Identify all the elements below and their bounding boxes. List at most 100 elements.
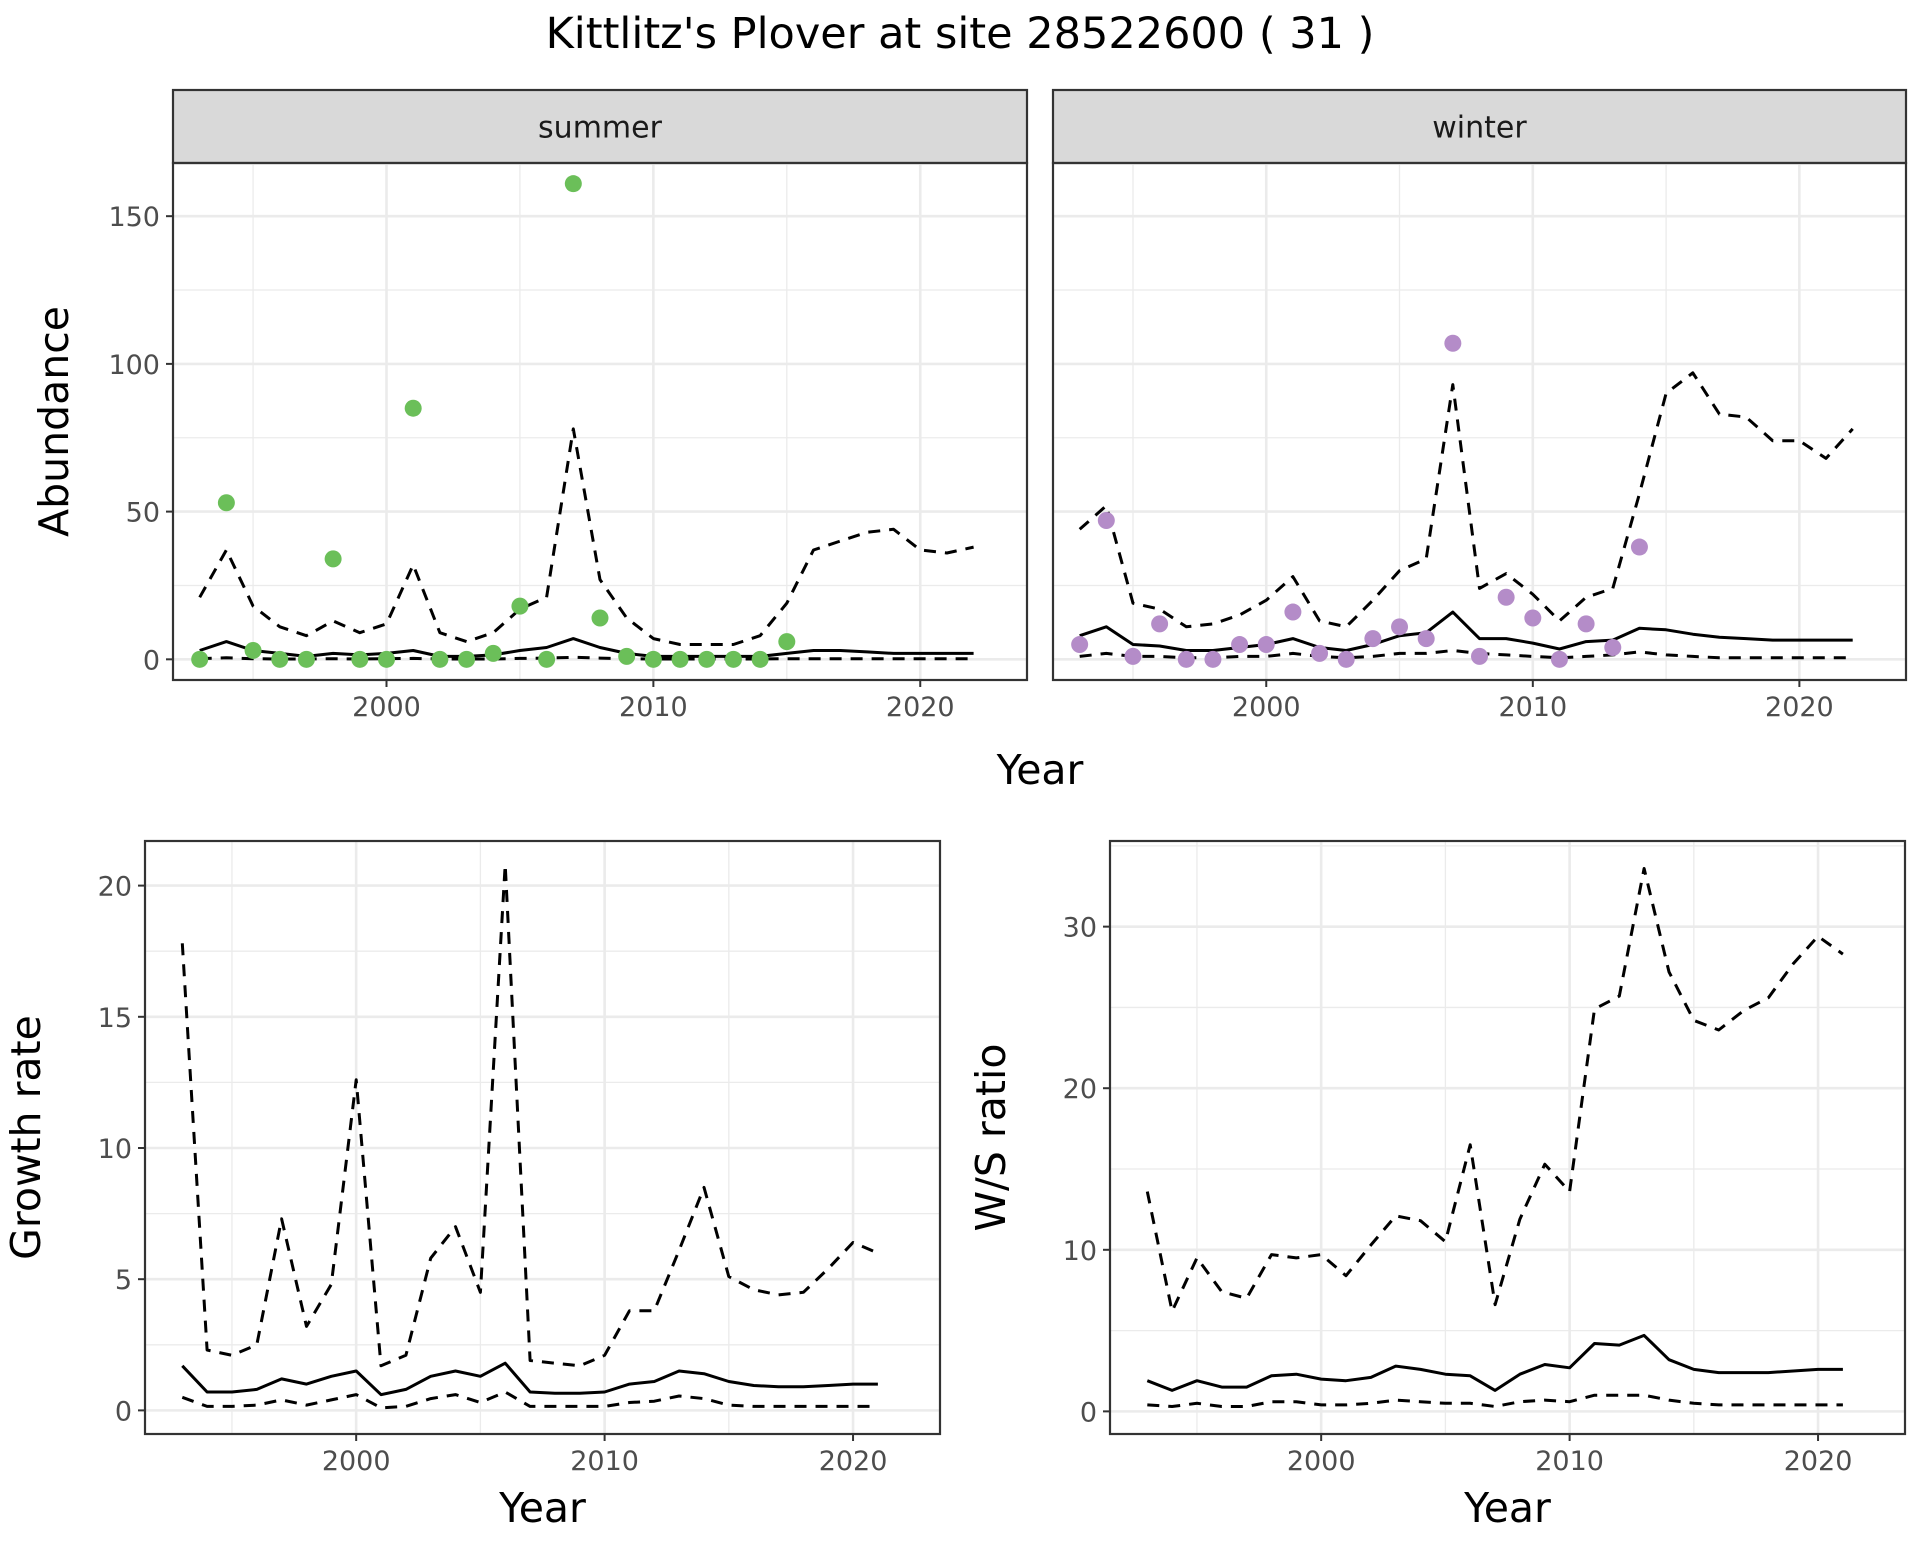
top-x-axis-title: Year — [996, 746, 1084, 794]
x-tick-label: 2010 — [570, 1446, 639, 1477]
y-tick-label: 100 — [108, 350, 160, 381]
solid-series-line — [181, 1361, 878, 1397]
data-point — [564, 175, 582, 193]
y-tick-label: 50 — [126, 498, 160, 529]
y-axis-title: Growth rate — [2, 1015, 50, 1260]
data-point — [378, 650, 395, 668]
y-tick-label: 0 — [143, 645, 160, 676]
facet-strip — [1051, 88, 1908, 165]
x-tick-label: 2020 — [1784, 1446, 1853, 1477]
data-point — [511, 597, 529, 615]
data-point — [404, 399, 422, 417]
data-point — [1311, 644, 1329, 662]
y-tick-label: 10 — [1063, 1236, 1097, 1267]
y-tick-label: 15 — [98, 1003, 132, 1034]
y-tick-label: 0 — [1080, 1397, 1097, 1428]
y-tick-label: 30 — [1063, 913, 1097, 944]
data-point — [1071, 636, 1089, 654]
dashed-series-line — [1147, 1393, 1843, 1408]
x-tick-label: 2020 — [1765, 692, 1834, 723]
facet-strip-label: summer — [538, 111, 663, 146]
data-point — [698, 650, 716, 668]
data-point — [1417, 630, 1435, 648]
data-point — [1257, 636, 1275, 654]
data-point — [1204, 650, 1222, 668]
data-point — [1444, 334, 1462, 352]
x-tick-label: 2010 — [1535, 1446, 1604, 1477]
dashed-series-line — [1145, 867, 1844, 1313]
data-point — [431, 650, 449, 668]
y-tick-label: 10 — [98, 1134, 132, 1165]
y-axis-title: Abundance — [30, 306, 78, 537]
data-point — [671, 650, 689, 668]
data-point — [1364, 630, 1382, 648]
x-tick-label: 2020 — [819, 1446, 888, 1477]
data-point — [1124, 647, 1142, 665]
x-tick-label: 2020 — [886, 692, 955, 723]
panel-border — [143, 839, 942, 1436]
data-point — [1550, 650, 1568, 668]
data-point — [538, 650, 556, 668]
x-tick-label: 2000 — [1287, 1446, 1356, 1477]
y-tick-label: 0 — [115, 1396, 132, 1427]
data-point — [1177, 650, 1195, 668]
facet-strip-label: winter — [1432, 111, 1527, 146]
data-point — [458, 650, 476, 668]
facet-strip — [171, 88, 1029, 165]
data-point — [191, 650, 209, 668]
data-point — [351, 650, 369, 668]
data-point — [1524, 609, 1542, 627]
data-point — [1630, 538, 1648, 556]
data-point — [1097, 511, 1115, 529]
data-point — [1471, 647, 1488, 665]
data-point — [297, 650, 315, 668]
dashed-series-line — [180, 863, 879, 1368]
winter-abundance-panel: winter 2000 2010 2020 — [1051, 88, 1908, 723]
data-point — [724, 650, 742, 668]
y-tick-label: 20 — [1063, 1074, 1097, 1105]
panel-border — [1108, 839, 1907, 1436]
dashed-series-line — [1078, 371, 1854, 629]
data-point — [1391, 618, 1409, 636]
dashed-series-line — [181, 1390, 878, 1410]
y-axis-title: W/S ratio — [967, 1044, 1015, 1232]
data-point — [1577, 615, 1595, 633]
x-axis-title: Year — [498, 1484, 586, 1532]
solid-series-line — [1079, 610, 1853, 652]
panel-border — [171, 161, 1029, 682]
data-point — [1497, 588, 1515, 606]
data-point — [484, 644, 502, 662]
data-point — [1337, 650, 1355, 668]
solid-series-line — [1146, 1333, 1843, 1392]
data-point — [618, 647, 636, 665]
data-point — [751, 650, 769, 668]
data-point — [591, 609, 609, 627]
data-point — [217, 494, 235, 512]
growth-rate-panel: 2000 2010 2020 0 5 10 15 20 Growth rate Year — [2, 839, 942, 1532]
data-point — [271, 650, 289, 668]
dashed-series-line — [199, 655, 974, 661]
x-tick-label: 2010 — [1498, 692, 1567, 723]
y-tick-label: 5 — [115, 1265, 132, 1296]
data-point — [244, 641, 262, 659]
panel-border — [1051, 161, 1908, 682]
x-axis-title: Year — [1463, 1484, 1551, 1532]
data-point — [1151, 615, 1169, 633]
ws-ratio-panel: 2000 2010 2020 0 10 20 30 W/S ratio Year — [967, 839, 1907, 1532]
y-tick-label: 20 — [98, 872, 132, 903]
figure-title: Kittlitz's Plover at site 28522600 ( 31 … — [546, 9, 1375, 59]
y-tick-label: 150 — [108, 202, 160, 233]
data-point — [1284, 603, 1302, 621]
data-point — [1604, 639, 1622, 657]
x-tick-label: 2010 — [619, 692, 688, 723]
data-point — [1231, 636, 1249, 654]
data-point — [324, 550, 342, 568]
data-point — [644, 650, 662, 668]
solid-series-line — [199, 637, 974, 658]
x-tick-label: 2000 — [352, 692, 421, 723]
x-tick-label: 2000 — [322, 1446, 391, 1477]
summer-abundance-panel: summer 2000 2010 2020 0 50 100 150 Abundance — [30, 88, 1029, 723]
x-tick-label: 2000 — [1232, 692, 1301, 723]
